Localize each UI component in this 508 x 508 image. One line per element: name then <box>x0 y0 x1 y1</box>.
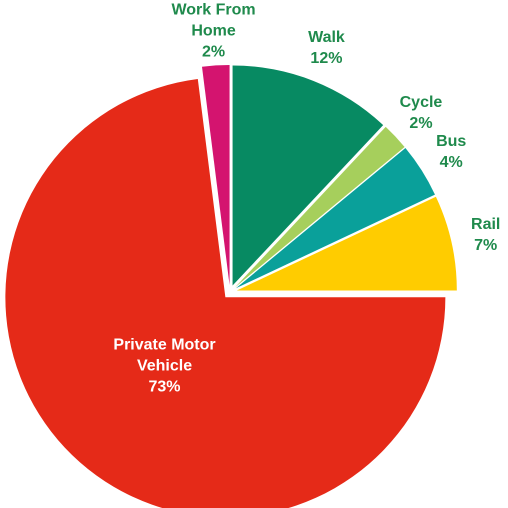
category-label: Rail <box>471 215 501 233</box>
data-label: Work From Home 2% <box>164 0 264 62</box>
pie-slice <box>236 196 457 291</box>
data-label: Private Motor Vehicle 73% <box>95 335 235 398</box>
category-label: Work From Home <box>171 1 256 40</box>
data-label: Walk 12% <box>276 27 376 69</box>
category-label: Bus <box>436 132 467 150</box>
value-label: 7% <box>474 236 498 254</box>
data-label: Rail 7% <box>436 214 508 256</box>
data-label: Bus 4% <box>401 131 501 173</box>
value-label: 2% <box>201 43 226 61</box>
category-label: Private Motor Vehicle <box>113 336 216 375</box>
pie-slice <box>201 65 230 286</box>
pie-slice <box>235 148 435 289</box>
data-label: Cycle 2% <box>371 92 471 134</box>
pie-slice <box>232 65 384 286</box>
value-label: 4% <box>439 153 463 171</box>
value-label: 2% <box>409 114 433 132</box>
category-label: Cycle <box>399 93 443 111</box>
value-label: 12% <box>310 50 343 68</box>
value-label: 73% <box>148 378 181 396</box>
category-label: Walk <box>308 29 345 47</box>
pie-slice <box>5 78 446 508</box>
pie-slice <box>235 126 405 288</box>
